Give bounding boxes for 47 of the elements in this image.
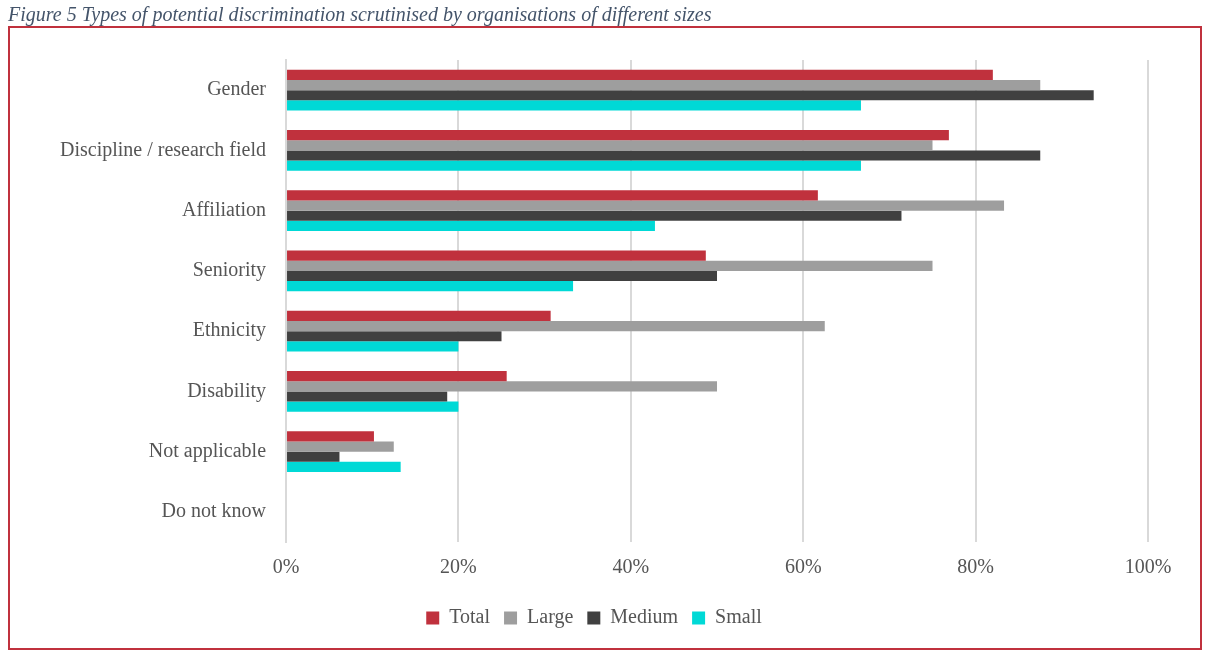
bar (287, 220, 655, 232)
bar (287, 281, 574, 292)
bar (287, 100, 861, 111)
bar (287, 270, 718, 282)
bar (287, 451, 340, 462)
bar (287, 461, 401, 473)
bar (287, 210, 902, 221)
chart-title: Figure 5 Types of potential discrimination scrutinised by organisations of different sizes (8, 2, 713, 26)
bar (287, 341, 459, 352)
bar (287, 370, 507, 382)
bar (287, 391, 448, 402)
bar (287, 79, 1041, 91)
legend-label: Total (449, 605, 491, 628)
x-tick-label: 100% (1124, 555, 1172, 578)
x-tick-label: 0% (272, 555, 300, 578)
y-tick-label: Ethnicity (192, 318, 267, 342)
y-tick-label: Discipline / research field (59, 137, 267, 161)
bar (287, 320, 825, 332)
bar (287, 140, 933, 151)
y-tick-label: Affiliation (181, 197, 267, 220)
y-tick-label: Seniority (192, 258, 267, 282)
x-tick-label: 60% (784, 555, 822, 578)
bar (287, 160, 861, 171)
bar (287, 90, 1094, 101)
y-tick-label: Not applicable (148, 438, 267, 462)
bar (287, 381, 718, 392)
bar (287, 200, 1005, 211)
y-tick-label: Do not know (161, 499, 267, 522)
x-tick-label: 20% (440, 555, 477, 578)
bar (287, 250, 706, 261)
legend-label: Medium (610, 605, 679, 628)
bar (287, 260, 933, 271)
bar (287, 310, 551, 321)
bar (287, 190, 818, 201)
bar (287, 129, 949, 141)
x-tick-label: 40% (612, 555, 650, 578)
bar (287, 441, 394, 452)
legend-label: Small (715, 605, 763, 628)
y-tick-label: Disability (187, 378, 267, 402)
bar (287, 431, 374, 442)
bar (287, 331, 502, 342)
y-tick-label: Gender (207, 77, 267, 100)
x-tick-label: 80% (957, 555, 994, 578)
legend-label: Large (527, 605, 574, 629)
bar (287, 69, 993, 80)
bar (287, 150, 1041, 161)
bar (287, 401, 459, 412)
